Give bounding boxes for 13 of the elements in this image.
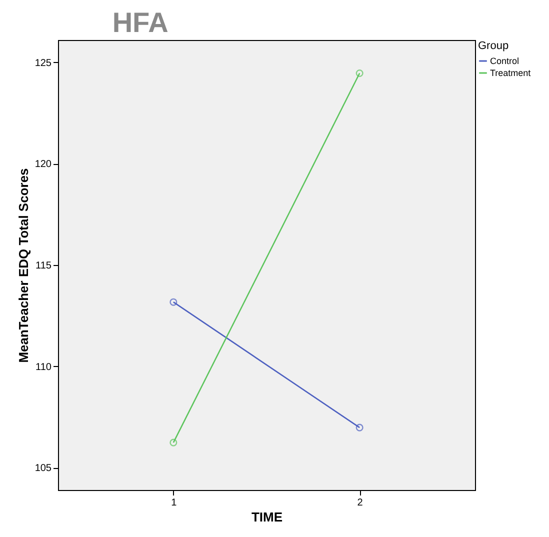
y-tick-label: 125 [34,58,52,69]
x-axis-title: TIME [251,510,283,524]
y-tick-label: 115 [36,260,52,272]
y-axis-title: MeanTeacher EDQ Total Scores [16,168,31,363]
legend-label: Control [490,56,520,66]
legend-label: Treatment [490,68,532,78]
x-tick-label: 2 [357,498,364,508]
y-tick-label: 110 [36,362,52,373]
x-tick-label: 1 [171,498,178,508]
y-tick-label: 105 [34,463,52,474]
legend-title: Group [478,40,509,52]
y-tick-label: 120 [34,159,52,170]
chart-title: HFA [112,7,168,38]
